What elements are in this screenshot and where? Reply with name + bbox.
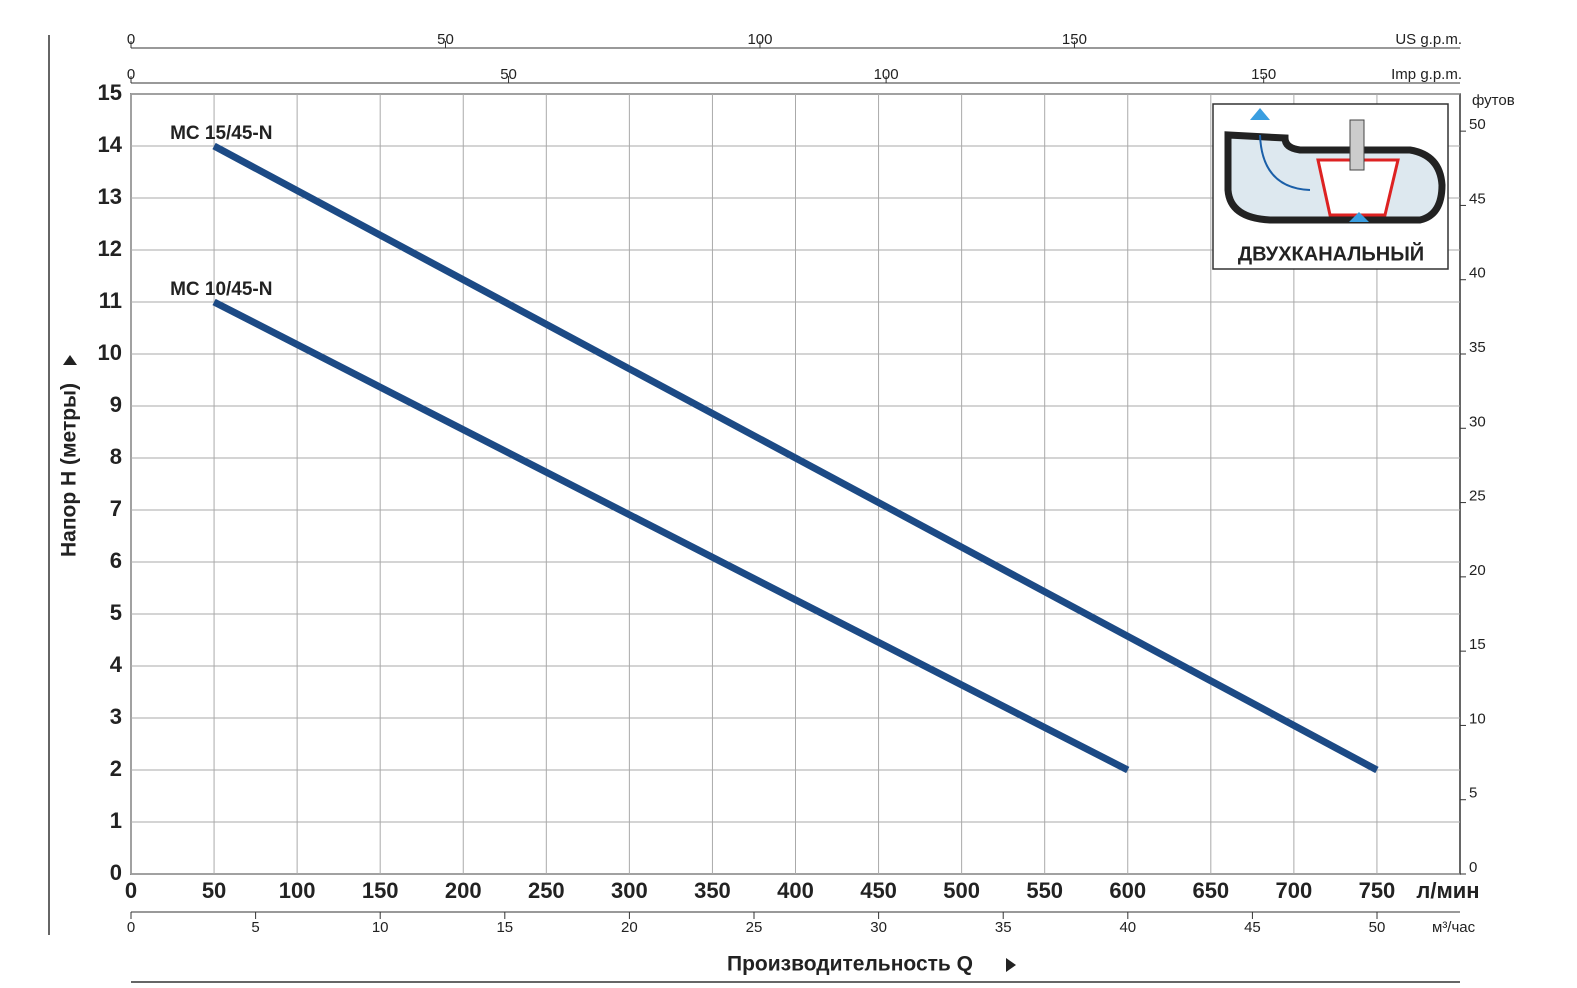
y2-tick-label: 50 — [1469, 116, 1486, 133]
axis-tick-label: 25 — [746, 919, 763, 936]
x-tick-label: 0 — [125, 878, 137, 903]
y2-tick-label: 0 — [1469, 859, 1477, 876]
y2-tick-label: 20 — [1469, 562, 1486, 579]
y-tick-label: 0 — [110, 860, 122, 885]
axis-tick-label: 50 — [437, 31, 454, 48]
bottom-unit: м³/час — [1432, 919, 1476, 936]
axis-tick-label: 20 — [621, 919, 638, 936]
y2-unit: футов — [1472, 92, 1515, 109]
x-tick-label: 700 — [1276, 878, 1313, 903]
y-tick-label: 10 — [98, 340, 122, 365]
x-tick-label: 350 — [694, 878, 731, 903]
y-tick-label: 2 — [110, 756, 122, 781]
y-tick-label: 6 — [110, 548, 122, 573]
series-line — [212, 142, 1379, 774]
top-unit: Imp g.p.m. — [1391, 66, 1462, 83]
axis-tick-label: 50 — [500, 66, 517, 83]
shaft — [1349, 119, 1365, 171]
y2-tick-label: 25 — [1469, 488, 1486, 505]
y-tick-label: 9 — [110, 392, 122, 417]
inset: ДВУХКАНАЛЬНЫЙ — [1212, 103, 1449, 270]
x-tick-label: 200 — [445, 878, 482, 903]
x-tick-label: 550 — [1026, 878, 1063, 903]
x-tick-label: 250 — [528, 878, 565, 903]
y-tick-label: 15 — [98, 80, 122, 105]
y-tick-label: 13 — [98, 184, 122, 209]
inset-label: ДВУХКАНАЛЬНЫЙ — [1238, 241, 1424, 265]
series-line — [212, 298, 1130, 774]
x-tick-label: 300 — [611, 878, 648, 903]
y-tick-label: 3 — [110, 704, 122, 729]
x-tick-label: 750 — [1359, 878, 1396, 903]
series-label: MC 15/45-N — [170, 123, 272, 144]
y2-tick-label: 40 — [1469, 265, 1486, 282]
axis-tick-label: 40 — [1119, 919, 1136, 936]
axis-tick-label: 100 — [747, 31, 772, 48]
x-tick-label: 400 — [777, 878, 814, 903]
y-tick-label: 8 — [110, 444, 122, 469]
axis-tick-label: 0 — [127, 66, 135, 83]
axis-tick-label: 15 — [496, 919, 513, 936]
y2-tick-label: 15 — [1469, 636, 1486, 653]
arrow — [63, 355, 77, 365]
series-label: MC 10/45-N — [170, 279, 272, 300]
axis-tick-label: 150 — [1251, 66, 1276, 83]
x-tick-label: 650 — [1192, 878, 1229, 903]
impeller — [1316, 158, 1400, 217]
axis-tick-label: 30 — [870, 919, 887, 936]
axis-tick-label: 0 — [127, 919, 135, 936]
y2-tick-label: 30 — [1469, 413, 1486, 430]
x-tick-label: 50 — [202, 878, 226, 903]
y-tick-label: 14 — [98, 132, 123, 157]
axis-tick-label: 150 — [1062, 31, 1087, 48]
x-tick-label: 450 — [860, 878, 897, 903]
y-tick-label: 11 — [99, 288, 122, 313]
y-tick-label: 7 — [110, 496, 122, 521]
axis-tick-label: 0 — [127, 31, 135, 48]
axis-tick-label: 45 — [1244, 919, 1261, 936]
axis-tick-label: 10 — [372, 919, 389, 936]
arrow — [1349, 212, 1369, 222]
x-unit: л/мин — [1416, 878, 1479, 903]
x-tick-label: 600 — [1109, 878, 1146, 903]
y2-tick-label: 35 — [1469, 339, 1486, 356]
x-tick-label: 100 — [279, 878, 316, 903]
axis-tick-label: 5 — [251, 919, 259, 936]
top-unit: US g.p.m. — [1395, 31, 1462, 48]
arrow — [1006, 958, 1016, 972]
x-tick-label: 500 — [943, 878, 980, 903]
y-axis-title: Напор H (метры) — [58, 383, 81, 557]
y2-tick-label: 5 — [1469, 785, 1477, 802]
y2-tick-label: 10 — [1469, 710, 1486, 727]
y2-tick-label: 45 — [1469, 190, 1486, 207]
x-axis-title: Производительность Q — [727, 953, 973, 976]
axis-tick-label: 35 — [995, 919, 1012, 936]
axis-tick-label: 100 — [874, 66, 899, 83]
x-tick-label: 150 — [362, 878, 399, 903]
flow-arrow — [1259, 134, 1311, 191]
axis-tick-label: 50 — [1369, 919, 1386, 936]
arrow — [1250, 108, 1270, 120]
y-tick-label: 1 — [110, 808, 122, 833]
y-tick-label: 12 — [98, 236, 122, 261]
y-tick-label: 5 — [110, 600, 122, 625]
y-tick-label: 4 — [110, 652, 123, 677]
